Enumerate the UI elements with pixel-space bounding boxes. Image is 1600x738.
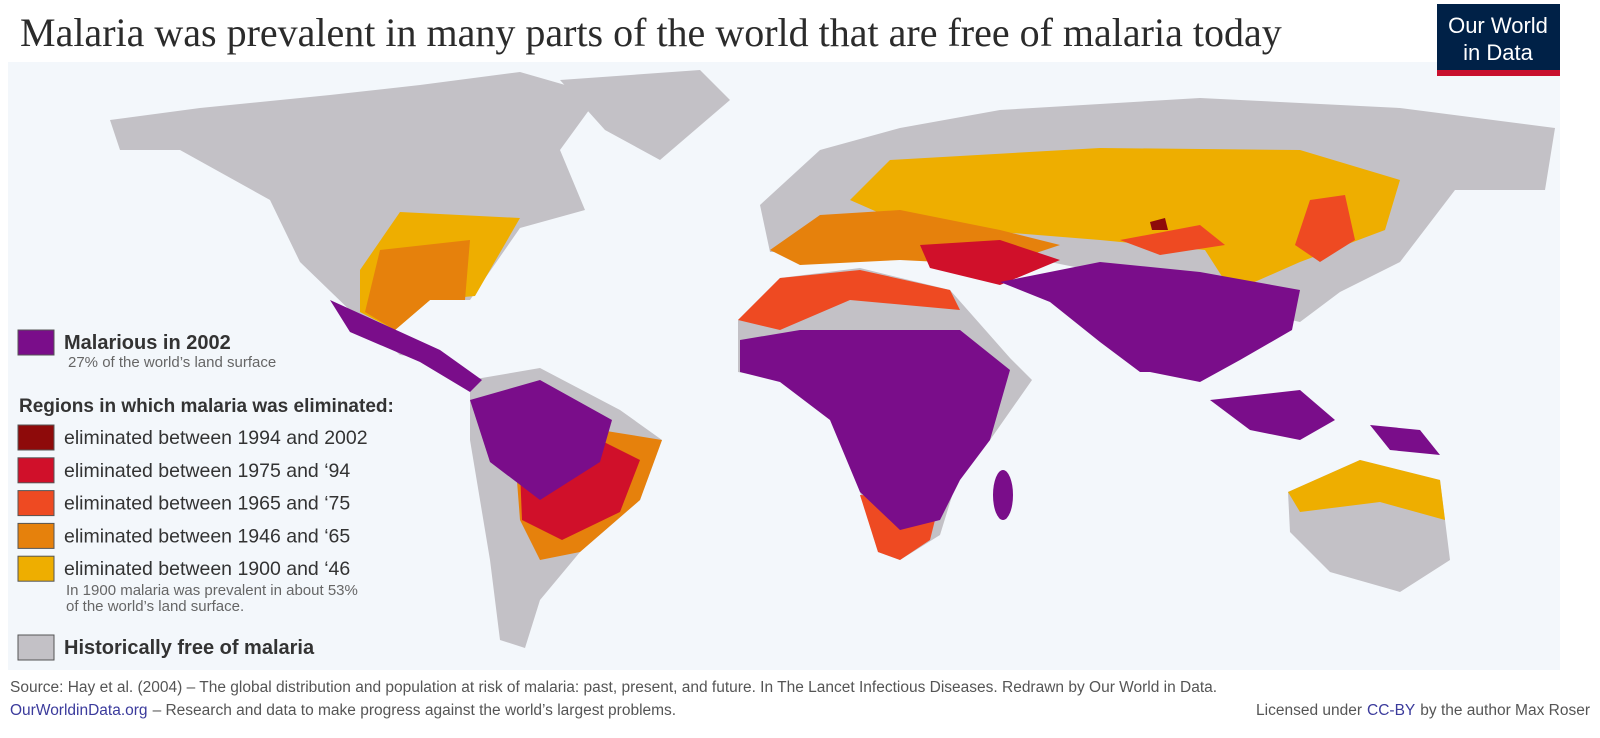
- region: [1150, 218, 1168, 230]
- logo-text: Our World: [1448, 13, 1548, 38]
- license-prefix: Licensed under: [1256, 702, 1362, 719]
- legend-swatch: [17, 634, 55, 661]
- region: [1288, 460, 1445, 520]
- legend-label: Historically free of malaria: [64, 637, 315, 659]
- legend-swatch: [17, 555, 55, 582]
- logo-text: in Data: [1463, 40, 1533, 65]
- region: [470, 380, 612, 500]
- legend-heading: Regions in which malaria was eliminated:: [19, 396, 394, 417]
- legend-note: 27% of the world’s land surface: [68, 354, 276, 371]
- region: [1295, 195, 1355, 262]
- legend-swatch: [17, 424, 55, 451]
- world-map: [110, 70, 1555, 648]
- land: [560, 70, 730, 160]
- region: [738, 270, 960, 330]
- license-suffix: by the author Max Roser: [1420, 702, 1590, 719]
- legend-note: of the world’s land surface.: [66, 598, 244, 615]
- source-note: Source: Hay et al. (2004) – The global d…: [10, 679, 1217, 696]
- legend-swatch: [17, 522, 55, 549]
- region: [850, 148, 1400, 292]
- region: [330, 300, 482, 392]
- region: [740, 330, 1010, 530]
- legend-label: Malarious in 2002: [64, 332, 231, 354]
- region: [993, 470, 1013, 520]
- legend-label: eliminated between 1994 and 2002: [64, 427, 368, 449]
- site-link[interactable]: OurWorldinData.org: [10, 702, 148, 719]
- region: [1120, 225, 1225, 255]
- license-link[interactable]: CC-BY: [1367, 702, 1415, 719]
- footer-left: OurWorldinData.org – Research and data to…: [10, 702, 676, 719]
- footer-right: Licensed under CC-BY by the author Max Ros…: [1256, 702, 1590, 719]
- legend-swatch: [17, 490, 55, 517]
- region: [1000, 262, 1300, 382]
- legend-label: eliminated between 1900 and ‘46: [64, 558, 350, 580]
- legend-label: eliminated between 1965 and ‘75: [64, 493, 350, 515]
- region: [1370, 425, 1440, 455]
- title: Malaria was prevalent in many parts of t…: [20, 10, 1282, 55]
- region: [920, 240, 1060, 285]
- region: [1210, 390, 1335, 440]
- legend-label: eliminated between 1975 and ‘94: [64, 460, 350, 482]
- logo-box: [1437, 4, 1560, 74]
- legend-swatch: [17, 329, 55, 356]
- legend-label: eliminated between 1946 and ‘65: [64, 525, 350, 547]
- region: [365, 240, 470, 330]
- logo[interactable]: Our World in Data: [1437, 4, 1560, 76]
- legend-swatch: [17, 457, 55, 484]
- legend-note: In 1900 malaria was prevalent in about 5…: [66, 582, 358, 599]
- tagline: – Research and data to make progress aga…: [153, 702, 677, 719]
- logo-bar: [1437, 70, 1560, 76]
